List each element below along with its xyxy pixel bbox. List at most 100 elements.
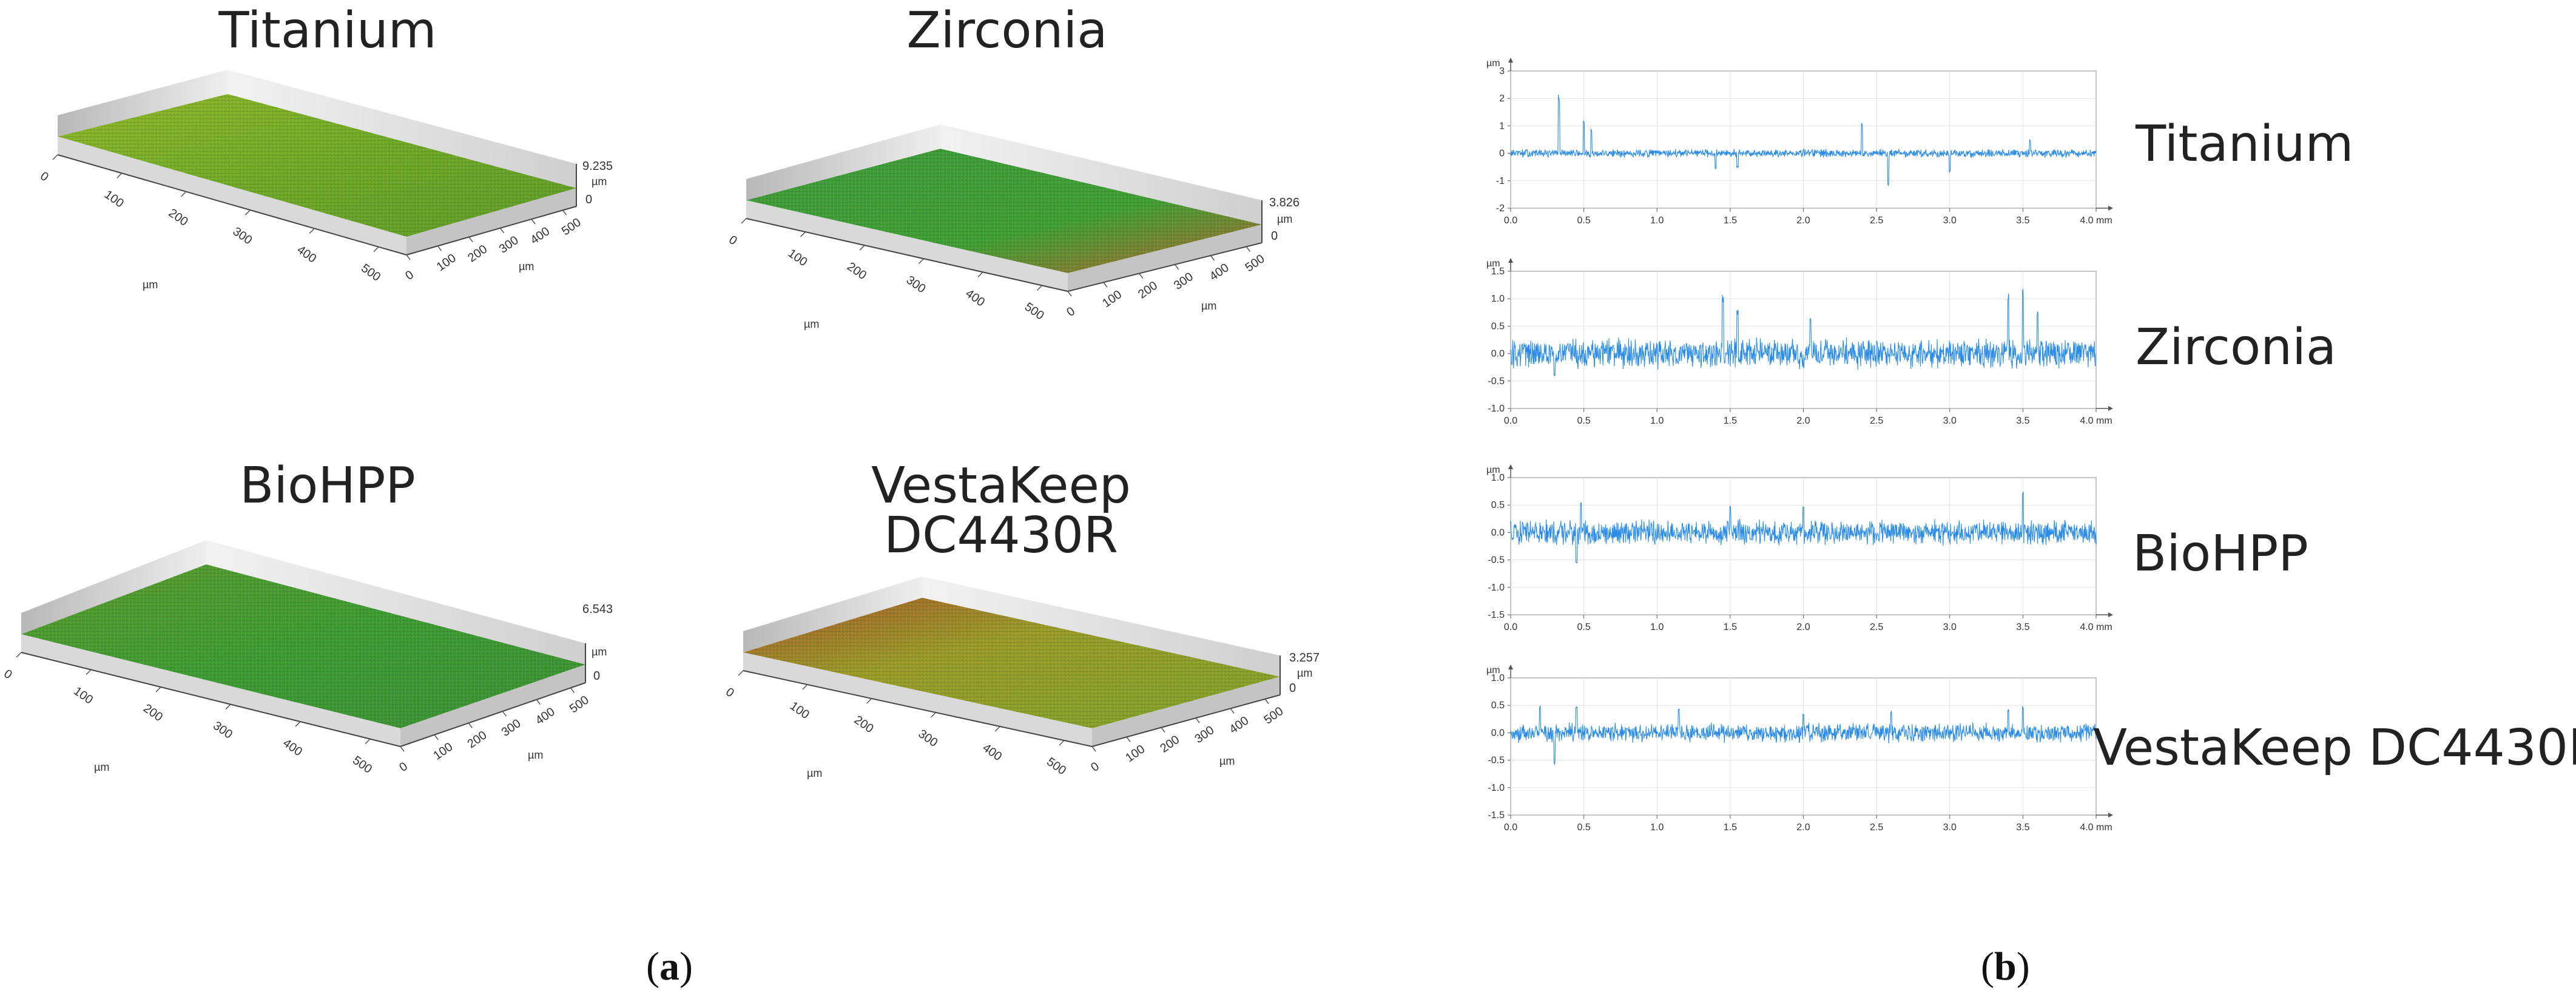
x-arrow-head [2108, 813, 2113, 818]
right-tick-mark [1103, 282, 1108, 288]
x-tick-label: 1.0 [1650, 215, 1664, 226]
right-tick-mark [1091, 746, 1096, 752]
panel-a-label: (a) [646, 944, 693, 989]
left-tick-label: 200 [845, 260, 869, 282]
x-tick-label: 0.0 [1504, 622, 1517, 632]
z-min-label: 0 [1289, 682, 1296, 695]
left-tick-mark [866, 698, 872, 704]
axis-left [21, 652, 401, 747]
right-tick-label: 300 [1172, 270, 1196, 293]
left-tick-mark [800, 231, 806, 237]
y-tick-label: -2 [1496, 203, 1505, 214]
axis-left [746, 218, 1068, 292]
z-max-label: 3.257 [1289, 651, 1320, 665]
right-tick-label: 0 [1064, 305, 1077, 319]
left-tick-mark [919, 258, 925, 264]
surface-3d-vestakeep: 3.257 µm 0 0 100 200 300 400 500 0 100 200 300 40… [716, 528, 1383, 916]
left-tick-label: 100 [71, 685, 95, 707]
left-tick-mark [365, 739, 371, 745]
left-tick-label: 500 [359, 262, 383, 284]
front-wall-right [400, 665, 585, 746]
left-tick-mark [244, 209, 251, 215]
y-tick-label: 1.5 [1491, 266, 1505, 277]
right-tick-label: 400 [528, 225, 552, 247]
right-tick-mark [437, 245, 442, 251]
y-tick-label: 3 [1499, 66, 1505, 76]
left-axis-unit: µm [143, 279, 158, 291]
left-tick-label: 300 [211, 719, 235, 742]
z-unit-label: µm [1277, 213, 1292, 225]
z-unit-label: µm [592, 646, 607, 658]
y-unit-label: µm [1486, 259, 1500, 269]
left-tick-mark [1037, 285, 1043, 291]
surface-title-biohpp: BioHPP [240, 457, 416, 515]
right-tick-label: 400 [533, 705, 558, 728]
surface-3d-zirconia: 3.826 µm 0 0 100 200 300 400 500 0 100 200 300 40… [716, 70, 1383, 458]
z-max-label: 3.826 [1269, 196, 1300, 209]
front-wall-left [58, 137, 406, 255]
profile-chart-biohpp: 1.0 0.5 0.0 -0.5 -1.0 -1.5 0.0 0.5 1.0 1.5 2.0 2.5 3… [1453, 464, 2114, 637]
front-wall-left [743, 652, 1092, 746]
surface-svg-zirconia: 3.826 µm 0 0 100 200 300 400 500 0 100 200 300 40… [726, 124, 1300, 330]
x-tick-label: 3.5 [2016, 822, 2029, 833]
right-tick-label: 300 [497, 234, 521, 256]
left-axis-unit: µm [807, 767, 822, 779]
y-arrow-head [1508, 665, 1513, 669]
right-tick-mark [502, 711, 507, 717]
back-wall-left [21, 540, 206, 634]
left-tick-label: 100 [102, 188, 126, 210]
back-wall-left [743, 577, 922, 652]
left-tick-mark [116, 172, 123, 178]
y-arrow-head [1508, 58, 1513, 63]
left-tick-label: 400 [294, 243, 319, 266]
surface-texture [746, 149, 1262, 273]
x-tick-label: 2.5 [1870, 416, 1883, 426]
surface-texture [743, 598, 1280, 728]
x-tick-label: 1.0 [1650, 416, 1664, 426]
axis-right [400, 682, 586, 747]
z-max-label: 6.543 [582, 603, 613, 616]
y-tick-label: -0.5 [1488, 555, 1505, 566]
x-tick-label: 2.5 [1870, 622, 1883, 632]
y-tick-label: 1.0 [1491, 294, 1505, 304]
surface-title-vestakeep: VestaKeep DC4430R [871, 457, 1131, 564]
profile-label-biohpp: BioHPP [2133, 525, 2308, 583]
left-tick-mark [977, 271, 983, 277]
left-tick-mark [155, 686, 161, 692]
x-tick-label: 2.0 [1796, 822, 1810, 833]
left-tick-label: 0 [1, 667, 15, 682]
right-tick-label: 200 [465, 242, 490, 265]
right-tick-mark [1067, 291, 1072, 297]
z-min-label: 0 [1271, 229, 1278, 243]
z-unit-label: µm [592, 175, 607, 188]
y-tick-label: 0.0 [1491, 728, 1505, 738]
right-tick-mark [531, 218, 536, 225]
right-tick-mark [562, 209, 567, 215]
profile-svg: 1.00.50.0-0.5-1.0-1.50.0 0.5 1.0 1.5 2.0 2.5 3… [1486, 665, 2113, 833]
y-tick-label: 1.0 [1491, 473, 1505, 483]
surface-title-titanium: Titanium [218, 2, 437, 59]
z-max-label: 9.235 [582, 160, 613, 173]
left-tick-label: 500 [1022, 300, 1047, 322]
left-tick-mark [802, 684, 808, 690]
surface-title-zirconia: Zirconia [906, 2, 1108, 59]
x-tick-label: 0.5 [1577, 215, 1591, 226]
left-tick-mark [86, 669, 92, 675]
profile-chart-zirconia: 1.5 1.0 0.5 0.0 -0.5 -1.0 0.0 0.5 1.0 1.5 2.0 2.5 3.… [1453, 258, 2114, 431]
right-tick-mark [570, 687, 575, 693]
left-tick-label: 400 [280, 736, 305, 759]
left-axis-unit: µm [94, 761, 109, 773]
x-tick-label: 2.0 [1796, 622, 1810, 632]
x-tick-label: 1.5 [1724, 215, 1737, 226]
x-tick-label: 3.0 [1943, 416, 1957, 426]
x-tick-label: 2.0 [1796, 416, 1810, 426]
left-tick-mark [309, 228, 315, 234]
right-tick-label: 200 [1158, 733, 1182, 756]
left-tick-mark [16, 652, 22, 658]
right-tick-label: 300 [1192, 723, 1216, 746]
x-tick-label: 1.0 [1650, 822, 1664, 833]
left-tick-label: 400 [980, 741, 1004, 763]
x-tick-label: 0.0 [1504, 416, 1517, 426]
right-tick-label: 200 [465, 728, 489, 751]
y-tick-label: 2 [1499, 93, 1505, 104]
